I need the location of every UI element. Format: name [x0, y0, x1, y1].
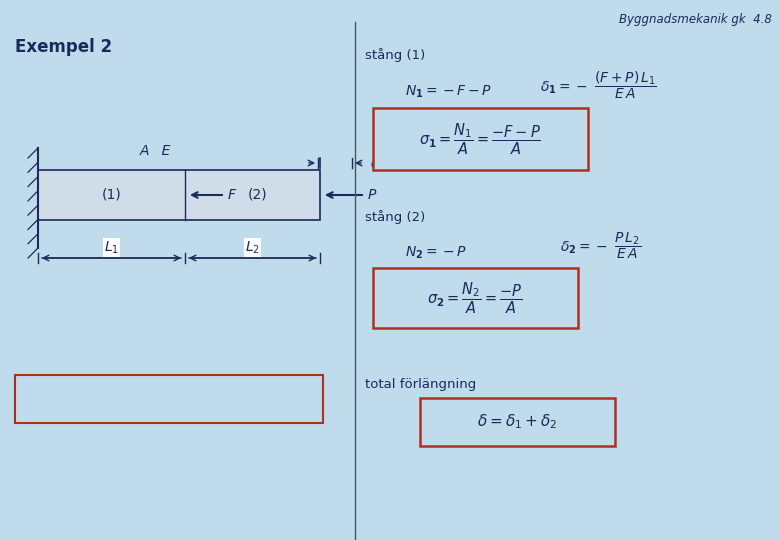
- Text: stång (1): stång (1): [365, 48, 425, 62]
- Text: $L_1$: $L_1$: [104, 240, 119, 256]
- Bar: [420, 398, 615, 446]
- Text: stång (2): stång (2): [365, 210, 425, 224]
- Text: $\sigma_{\mathbf{1}} = \dfrac{N_1}{A} = \dfrac{-F-P}{A}$: $\sigma_{\mathbf{1}} = \dfrac{N_1}{A} = …: [419, 122, 541, 157]
- Text: $N_{\mathbf{2}} = -P$: $N_{\mathbf{2}} = -P$: [405, 245, 467, 261]
- Text: P: P: [368, 188, 377, 202]
- Bar: [15, 375, 323, 423]
- Text: Byggnadsmekanik gk  4.8: Byggnadsmekanik gk 4.8: [619, 13, 772, 26]
- Text: Spänning σ ?   Total förlängning δ ?: Spänning σ ? Total förlängning δ ?: [51, 393, 286, 406]
- Text: A   E: A E: [140, 144, 171, 158]
- Text: $\delta$: $\delta$: [370, 155, 381, 171]
- Text: $\sigma_{\mathbf{2}} = \dfrac{N_2}{A} = \dfrac{-P}{A}$: $\sigma_{\mathbf{2}} = \dfrac{N_2}{A} = …: [427, 280, 523, 315]
- Text: $N_{\mathbf{1}} = -F - P$: $N_{\mathbf{1}} = -F - P$: [405, 84, 492, 100]
- Text: F: F: [228, 188, 236, 202]
- Text: $L_2$: $L_2$: [245, 240, 260, 256]
- Text: Exempel 2: Exempel 2: [15, 38, 112, 56]
- Bar: [38, 170, 320, 220]
- Bar: [373, 268, 578, 328]
- Bar: [373, 108, 588, 170]
- Text: total förlängning: total förlängning: [365, 378, 476, 391]
- Text: $\delta_{\mathbf{2}} = -\ \dfrac{P\,L_2}{E\,A}$: $\delta_{\mathbf{2}} = -\ \dfrac{P\,L_2}…: [560, 231, 641, 261]
- Text: $\delta = \delta_1 + \delta_2$: $\delta = \delta_1 + \delta_2$: [477, 413, 557, 431]
- Text: $\delta_{\mathbf{1}} = -\ \dfrac{(F+P)\,L_1}{E\,A}$: $\delta_{\mathbf{1}} = -\ \dfrac{(F+P)\,…: [540, 69, 657, 101]
- Text: (2): (2): [248, 188, 268, 202]
- Text: (1): (1): [101, 188, 122, 202]
